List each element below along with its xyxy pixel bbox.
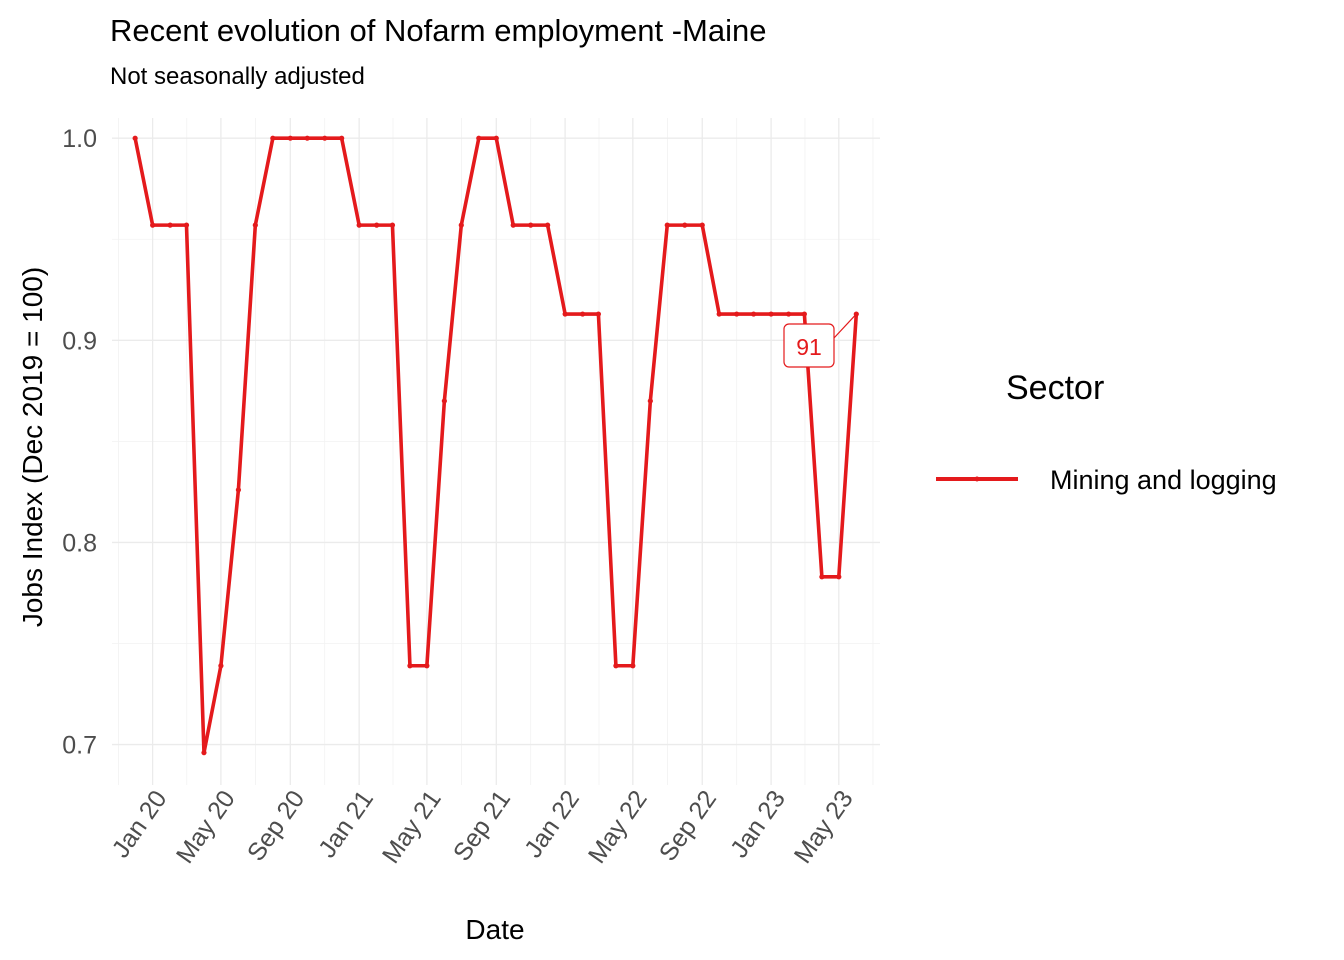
x-tick-label: May 21 — [377, 785, 447, 868]
data-point — [167, 222, 173, 228]
data-point — [201, 750, 207, 756]
data-points — [132, 135, 859, 756]
data-point — [716, 311, 722, 317]
data-point — [374, 222, 380, 228]
data-point — [801, 311, 807, 317]
data-point — [287, 135, 293, 141]
y-tick-label: 0.7 — [62, 732, 97, 760]
data-point — [183, 222, 190, 228]
x-tick-label: Jan 22 — [519, 785, 585, 863]
data-point — [407, 663, 413, 669]
data-point — [458, 222, 464, 228]
data-point — [819, 574, 825, 580]
data-point — [630, 663, 636, 669]
x-tick-label: May 22 — [583, 785, 653, 868]
data-point — [699, 222, 705, 228]
y-tick-label: 1.0 — [62, 125, 97, 153]
data-point — [441, 398, 447, 404]
x-tick-label: Jan 21 — [313, 785, 379, 863]
data-point — [545, 222, 551, 228]
data-point — [322, 135, 328, 141]
data-point — [389, 222, 396, 228]
data-point — [252, 222, 258, 228]
data-point — [304, 135, 310, 141]
y-tick-label: 0.9 — [62, 327, 97, 355]
data-point — [734, 311, 740, 317]
legend-title: Sector — [1006, 369, 1104, 407]
data-point — [595, 311, 602, 317]
y-tick-label: 0.8 — [62, 529, 97, 557]
data-point — [424, 663, 430, 669]
data-point — [562, 311, 568, 317]
callout-box — [783, 323, 835, 368]
data-point — [339, 135, 345, 141]
data-point — [493, 135, 499, 141]
major-gridlines — [112, 118, 880, 785]
x-tick-label: Jan 20 — [107, 785, 173, 863]
data-point — [768, 311, 774, 317]
data-point — [750, 311, 757, 317]
legend-key-point — [974, 476, 980, 482]
x-tick-label: Jan 23 — [725, 785, 791, 863]
x-tick-label: Sep 21 — [448, 785, 516, 866]
data-point — [647, 398, 653, 404]
data-point — [150, 222, 156, 228]
chart-title: Recent evolution of Nofarm employment -M… — [110, 13, 766, 48]
chart-subtitle: Not seasonally adjusted — [110, 63, 365, 90]
y-axis-title: Jobs Index (Dec 2019 = 100) — [17, 267, 48, 627]
data-point — [132, 135, 138, 141]
callout-leader-line — [833, 313, 857, 339]
data-point — [580, 311, 586, 317]
data-point — [836, 574, 842, 580]
data-point — [528, 222, 534, 228]
data-point — [235, 487, 242, 493]
legend-label-mining-and-logging: Mining and logging — [1050, 465, 1277, 495]
data-point — [270, 135, 276, 141]
x-tick-label: May 23 — [789, 785, 859, 868]
data-point — [664, 222, 670, 228]
x-axis-title: Date — [465, 914, 524, 945]
data-point — [613, 663, 619, 669]
data-point — [682, 222, 688, 228]
data-point — [218, 663, 224, 669]
x-tick-label: Sep 20 — [242, 785, 310, 866]
end-value-callout: 91 — [783, 313, 857, 368]
data-point — [356, 222, 362, 228]
callout-label: 91 — [796, 334, 822, 360]
y-axis-tick-labels: 0.7 0.8 0.9 1.0 — [62, 125, 97, 759]
x-tick-label: Sep 22 — [654, 785, 722, 866]
data-point — [476, 135, 482, 141]
data-point — [510, 222, 516, 228]
data-point — [785, 311, 792, 317]
legend: Sector Mining and logging — [936, 369, 1277, 495]
x-tick-label: May 20 — [171, 785, 241, 868]
